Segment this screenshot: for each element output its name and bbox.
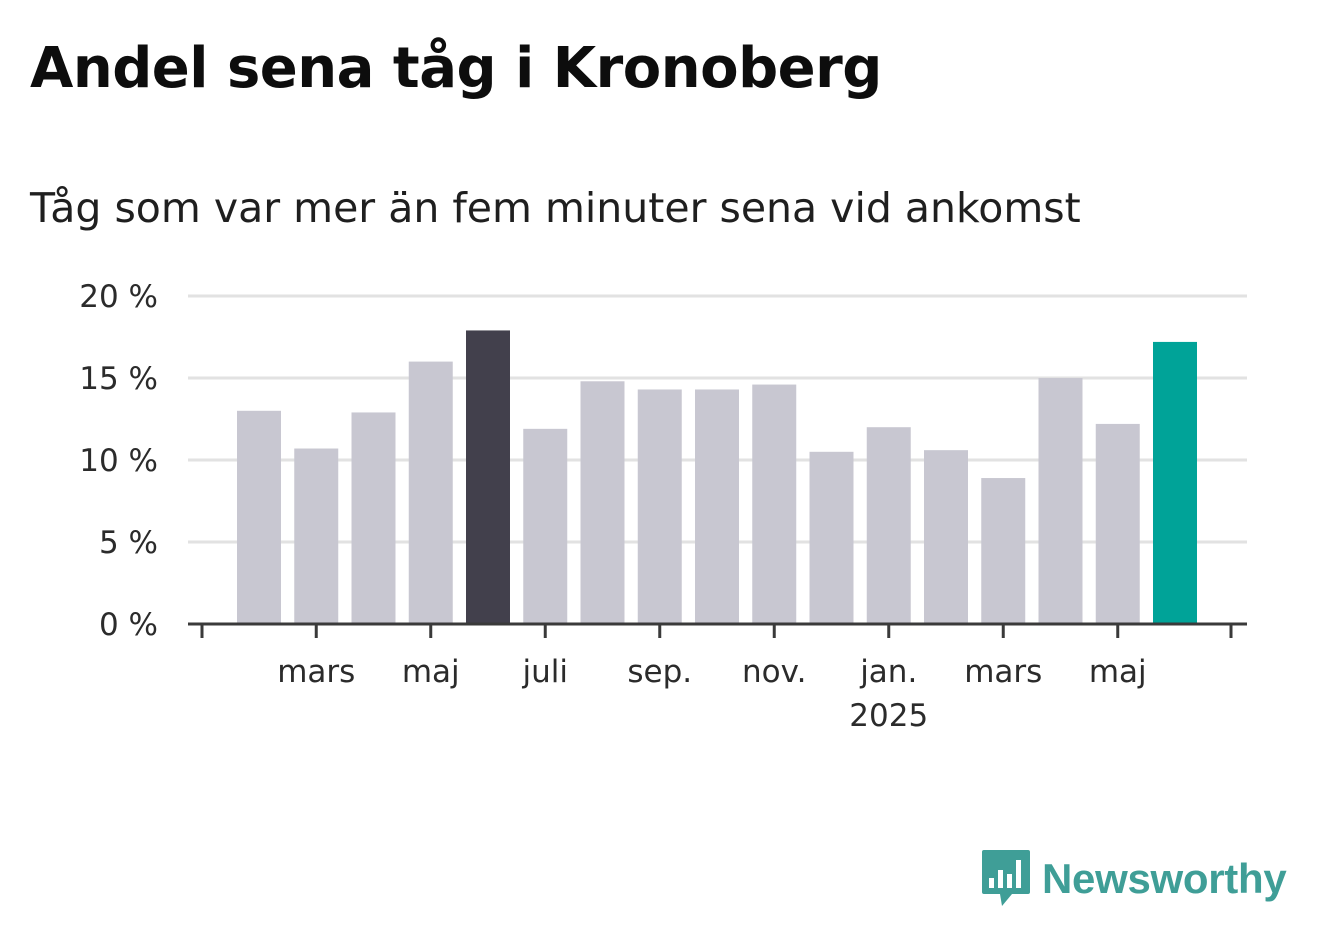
bar-2024-05 bbox=[408, 361, 453, 624]
x-tick-label: sep. bbox=[627, 654, 692, 690]
x-tick-label: jan. bbox=[859, 654, 917, 690]
bar-2025-06 bbox=[1153, 341, 1197, 624]
bar-2024-07 bbox=[523, 428, 568, 624]
y-axis-ticks: 0 % 5 % 10 % 15 % 20 % bbox=[79, 279, 158, 643]
y-tick-label: 20 % bbox=[79, 279, 158, 315]
y-tick-label: 0 % bbox=[99, 607, 158, 643]
bars bbox=[237, 330, 1197, 624]
bar-2024-02 bbox=[237, 410, 281, 624]
bar-2024-09 bbox=[637, 389, 682, 624]
newsworthy-wordmark: Newsworthy bbox=[1042, 855, 1287, 902]
bar-chart: 0 % 5 % 10 % 15 % 20 % mars maj juli sep. nov. ja… bbox=[79, 279, 1247, 734]
x-tick-label: juli bbox=[522, 654, 569, 690]
x-tick-label: nov. bbox=[742, 654, 806, 690]
bar-2024-06 bbox=[466, 330, 510, 624]
bar-2025-01 bbox=[866, 427, 911, 624]
bar-2024-11 bbox=[752, 384, 797, 624]
y-tick-label: 15 % bbox=[79, 361, 158, 397]
bar-2024-03 bbox=[294, 448, 339, 624]
bar-2024-10 bbox=[695, 389, 739, 624]
x-tick-year-label: 2025 bbox=[849, 698, 928, 734]
bar-2025-04 bbox=[1038, 378, 1083, 624]
y-tick-label: 10 % bbox=[79, 443, 158, 479]
x-axis-ticks: mars maj juli sep. nov. jan. 2025 mars maj bbox=[277, 624, 1147, 734]
bar-2024-12 bbox=[809, 451, 854, 624]
bar-2024-04 bbox=[351, 412, 396, 624]
x-tick-label: mars bbox=[277, 654, 355, 690]
x-tick-label: maj bbox=[1089, 654, 1147, 690]
x-tick-label: maj bbox=[402, 654, 460, 690]
bar-2024-08 bbox=[580, 381, 625, 624]
y-tick-label: 5 % bbox=[99, 525, 158, 561]
bar-2025-05 bbox=[1095, 423, 1140, 624]
bar-2025-02 bbox=[924, 450, 968, 624]
newsworthy-logo: Newsworthy bbox=[980, 848, 1287, 910]
chart-subtitle: Tåg som var mer än fem minuter sena vid … bbox=[30, 184, 1081, 232]
bar-2025-03 bbox=[981, 478, 1026, 624]
chart-title: Andel sena tåg i Kronoberg bbox=[30, 36, 882, 101]
newsworthy-logo-icon bbox=[982, 850, 1030, 906]
x-tick-label: mars bbox=[964, 654, 1042, 690]
x-axis bbox=[188, 622, 1247, 638]
